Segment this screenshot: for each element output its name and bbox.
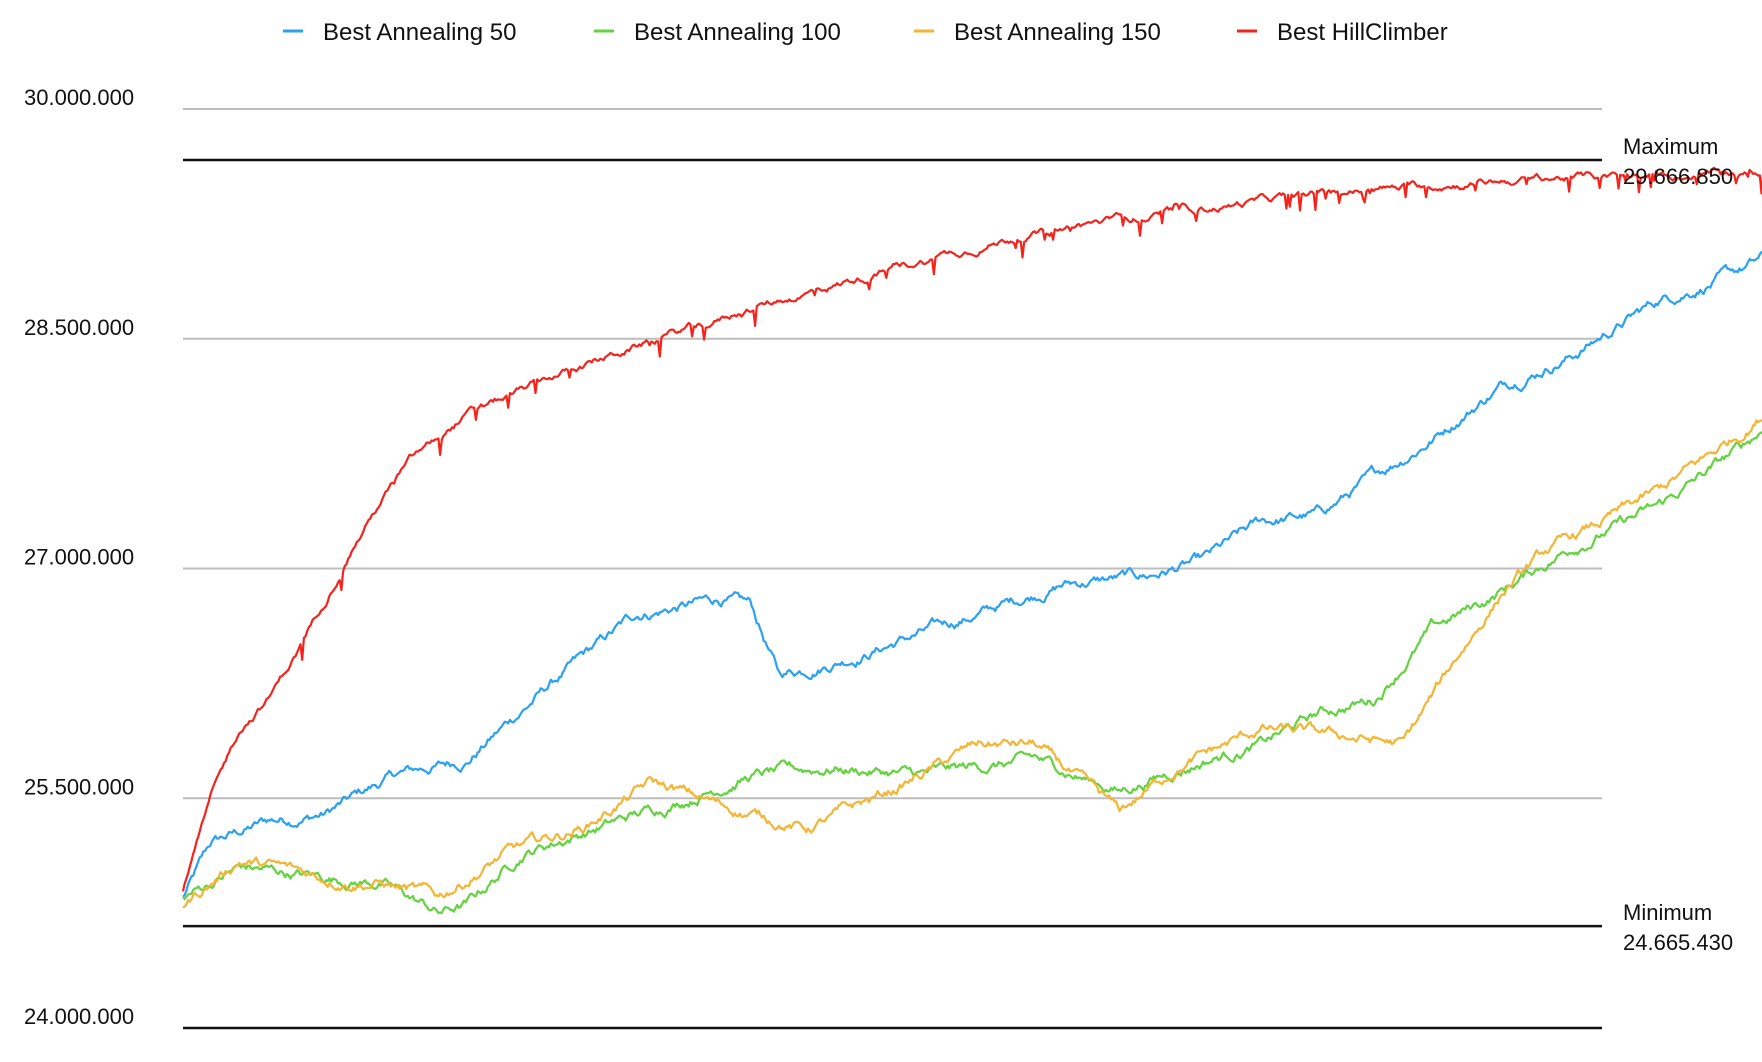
reference-lines: [183, 158, 1602, 928]
y-axis-ticks: 24.000.000 25.500.000 27.000.000 28.500.000…: [24, 85, 134, 1029]
reference-labels: Maximum 29.666.850 Minimum 24.665.430: [1623, 134, 1733, 955]
legend-label: Best Annealing 50: [323, 19, 517, 46]
minimum-label: Minimum: [1623, 900, 1712, 925]
y-tick-label: 30.000.000: [24, 85, 134, 110]
maximum-label: Maximum: [1623, 134, 1718, 159]
series-line-best-annealing-150: [182, 418, 1762, 909]
gridlines: [183, 108, 1602, 1030]
legend-item: Best Annealing 100: [594, 19, 841, 46]
legend-item: Best Annealing 150: [914, 19, 1161, 46]
maximum-value: 29.666.850: [1623, 164, 1733, 189]
y-tick-label: 25.500.000: [24, 774, 134, 799]
legend-item: Best Annealing 50: [283, 19, 517, 46]
series-line-best-hillclimber: [181, 166, 1762, 892]
legend-label: Best Annealing 150: [954, 19, 1161, 46]
series-line-best-annealing-50: [182, 250, 1762, 898]
legend-item: Best HillClimber: [1237, 19, 1448, 46]
series-layer: [181, 166, 1762, 915]
y-tick-label: 27.000.000: [24, 545, 134, 570]
legend-label: Best Annealing 100: [634, 19, 841, 46]
y-tick-label: 28.500.000: [24, 315, 134, 340]
series-line-best-annealing-100: [182, 430, 1762, 915]
legend-label: Best HillClimber: [1277, 19, 1448, 46]
minimum-value: 24.665.430: [1623, 930, 1733, 955]
y-tick-label: 24.000.000: [24, 1004, 134, 1029]
legend: Best Annealing 50 Best Annealing 100 Best …: [283, 19, 1448, 46]
